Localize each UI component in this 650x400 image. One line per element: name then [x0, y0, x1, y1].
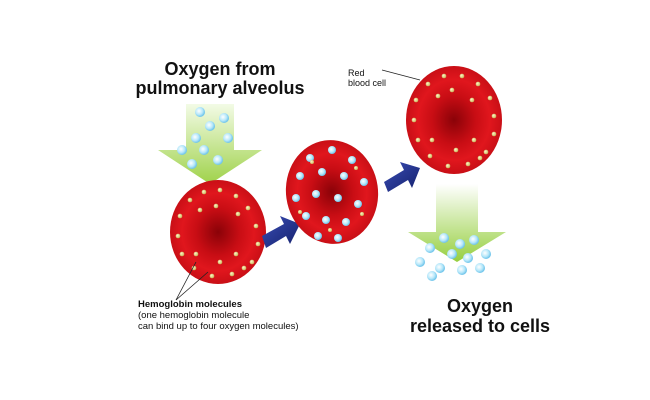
- hemoglobin-note-line1: (one hemoglobin molecule: [138, 310, 250, 321]
- hemoglobin-leader-line-1: [175, 261, 197, 301]
- oxygen-inflow-arrow: [158, 104, 262, 184]
- hemoglobin-molecules-cell-3: [411, 73, 497, 169]
- red-blood-cell-2: [285, 140, 379, 244]
- rbc-leader-line: [381, 69, 421, 81]
- red-blood-cell-1: [170, 180, 266, 284]
- oxygen-from-line2: pulmonary alveolus: [135, 78, 305, 98]
- hemoglobin-label: Hemoglobin molecules (one hemoglobin mol…: [138, 299, 299, 332]
- oxygen-released-line1: Oxygen: [446, 296, 514, 316]
- transport-arrow-2: [384, 162, 420, 192]
- oxygen-molecules-released: [415, 233, 491, 281]
- hemoglobin-leader-line-2: [175, 271, 209, 301]
- hemoglobin-molecules-cell-1: [175, 187, 261, 279]
- oxygen-release-arrow: [408, 184, 506, 262]
- red-blood-cell-label: Red blood cell: [348, 68, 386, 88]
- oxygen-molecules-inflow: [177, 107, 233, 169]
- rbc-label-line1: Red: [348, 68, 365, 78]
- oxygen-from-alveolus-label: Oxygen from pulmonary alveolus: [120, 60, 320, 98]
- red-blood-cell-3: [406, 66, 502, 174]
- transport-arrow-1: [262, 216, 300, 248]
- hemoglobin-note-line2: can bind up to four oxygen molecules): [138, 321, 299, 332]
- oxygen-from-line1: Oxygen from: [164, 59, 276, 79]
- oxygen-released-line2: released to cells: [409, 316, 551, 336]
- hemoglobin-title: Hemoglobin molecules: [138, 299, 242, 310]
- oxygen-released-label: Oxygen released to cells: [390, 296, 570, 336]
- oxygenated-hemoglobin-cell-2: [292, 146, 368, 242]
- rbc-label-line2: blood cell: [348, 78, 387, 88]
